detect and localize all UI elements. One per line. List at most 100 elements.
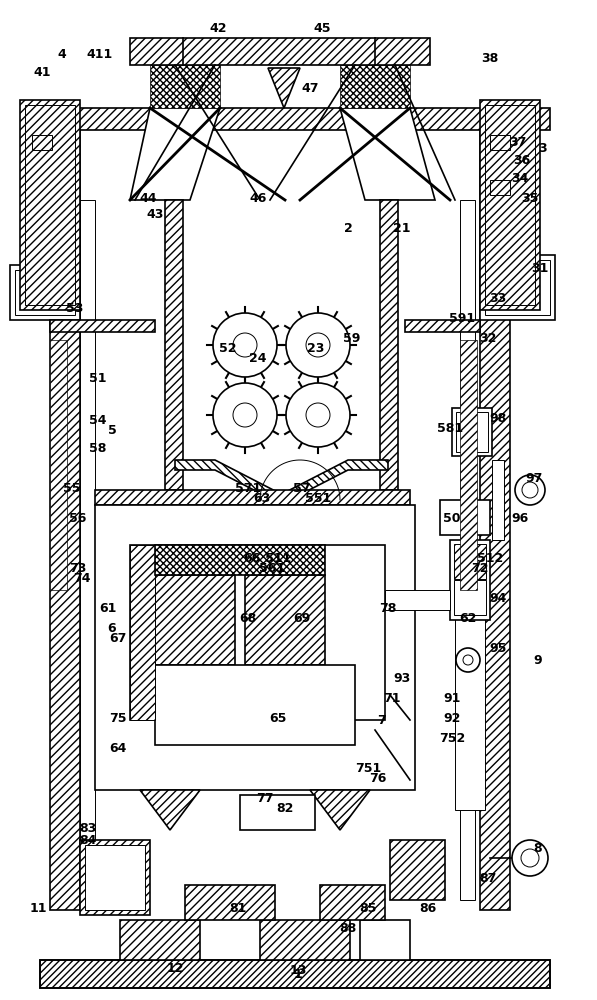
Text: 97: 97 — [525, 472, 543, 485]
Text: 52: 52 — [219, 342, 237, 355]
Text: 8: 8 — [534, 842, 542, 854]
Text: 571: 571 — [235, 482, 261, 494]
Bar — [80, 840, 150, 915]
Text: 53: 53 — [66, 302, 84, 314]
Text: 47: 47 — [301, 82, 319, 95]
Bar — [85, 845, 145, 910]
Text: 51: 51 — [89, 371, 107, 384]
Text: 2: 2 — [344, 222, 352, 234]
Text: 42: 42 — [210, 21, 227, 34]
Circle shape — [233, 403, 257, 427]
Text: 85: 85 — [359, 902, 377, 914]
Text: 45: 45 — [313, 21, 331, 34]
Text: 1: 1 — [294, 968, 302, 982]
Bar — [454, 544, 486, 579]
Text: 82: 82 — [276, 802, 294, 814]
Bar — [485, 260, 550, 315]
Text: 87: 87 — [479, 871, 497, 884]
Polygon shape — [280, 460, 388, 505]
Bar — [130, 545, 155, 720]
Bar — [490, 135, 510, 150]
Polygon shape — [175, 460, 283, 505]
Text: 24: 24 — [250, 352, 267, 364]
Bar — [340, 65, 410, 108]
Bar — [155, 665, 355, 745]
Text: 751: 751 — [355, 762, 381, 774]
Bar — [455, 610, 485, 810]
Bar — [450, 540, 490, 620]
Text: 13: 13 — [290, 964, 307, 976]
Bar — [385, 590, 450, 610]
Bar — [155, 575, 235, 665]
Text: 38: 38 — [481, 51, 498, 64]
Circle shape — [306, 403, 330, 427]
Polygon shape — [140, 790, 200, 830]
Text: 7: 7 — [378, 714, 386, 726]
Bar — [405, 320, 480, 332]
Bar — [32, 135, 52, 150]
Text: 32: 32 — [479, 332, 497, 344]
Bar — [460, 340, 477, 590]
Text: 511: 511 — [265, 552, 291, 564]
Text: 512: 512 — [477, 552, 503, 564]
Text: 74: 74 — [73, 572, 91, 584]
Circle shape — [213, 313, 277, 377]
Text: 67: 67 — [109, 632, 127, 645]
Text: 88: 88 — [339, 922, 356, 934]
Text: 6: 6 — [107, 621, 116, 635]
Text: 3: 3 — [538, 141, 547, 154]
Bar — [240, 795, 315, 830]
Bar — [485, 105, 535, 305]
Circle shape — [521, 849, 539, 867]
Polygon shape — [268, 68, 300, 108]
Text: 581: 581 — [437, 422, 463, 434]
Circle shape — [456, 648, 480, 672]
Text: 752: 752 — [439, 732, 465, 744]
Bar — [95, 490, 410, 505]
Bar — [185, 885, 275, 920]
Circle shape — [233, 333, 257, 357]
Text: 83: 83 — [79, 822, 97, 834]
Bar — [452, 408, 492, 456]
Bar — [456, 412, 488, 452]
Bar — [245, 575, 325, 665]
Bar — [10, 265, 80, 320]
Text: 73: 73 — [69, 562, 87, 574]
Polygon shape — [130, 108, 220, 200]
Text: 95: 95 — [490, 642, 507, 654]
Bar — [40, 108, 550, 130]
Text: 4: 4 — [58, 48, 66, 62]
Bar — [440, 500, 490, 535]
Bar — [490, 180, 510, 195]
Text: 33: 33 — [490, 292, 507, 304]
Bar — [480, 255, 555, 320]
Text: 77: 77 — [256, 792, 274, 804]
Text: 11: 11 — [29, 902, 47, 914]
Bar — [150, 65, 220, 108]
Text: 55: 55 — [63, 482, 81, 494]
Circle shape — [286, 383, 350, 447]
Text: 96: 96 — [512, 512, 528, 524]
Text: 56: 56 — [69, 512, 87, 524]
Bar — [480, 100, 540, 310]
Text: 41: 41 — [33, 66, 51, 79]
Bar — [50, 320, 155, 332]
Text: 591: 591 — [449, 312, 475, 324]
Text: 61: 61 — [99, 601, 116, 614]
Bar — [480, 130, 510, 910]
Bar — [155, 545, 325, 575]
Polygon shape — [310, 790, 370, 830]
Circle shape — [512, 840, 548, 876]
Text: 75: 75 — [109, 712, 127, 724]
Text: 50: 50 — [443, 512, 461, 524]
Text: 551: 551 — [305, 491, 331, 504]
Bar — [25, 105, 75, 305]
Polygon shape — [340, 108, 435, 200]
Bar — [320, 885, 385, 920]
Text: 65: 65 — [269, 712, 287, 724]
Text: 9: 9 — [534, 654, 542, 666]
Text: 44: 44 — [139, 192, 157, 205]
Text: 93: 93 — [393, 672, 411, 684]
Text: 69: 69 — [293, 611, 310, 624]
Text: 46: 46 — [250, 192, 267, 205]
